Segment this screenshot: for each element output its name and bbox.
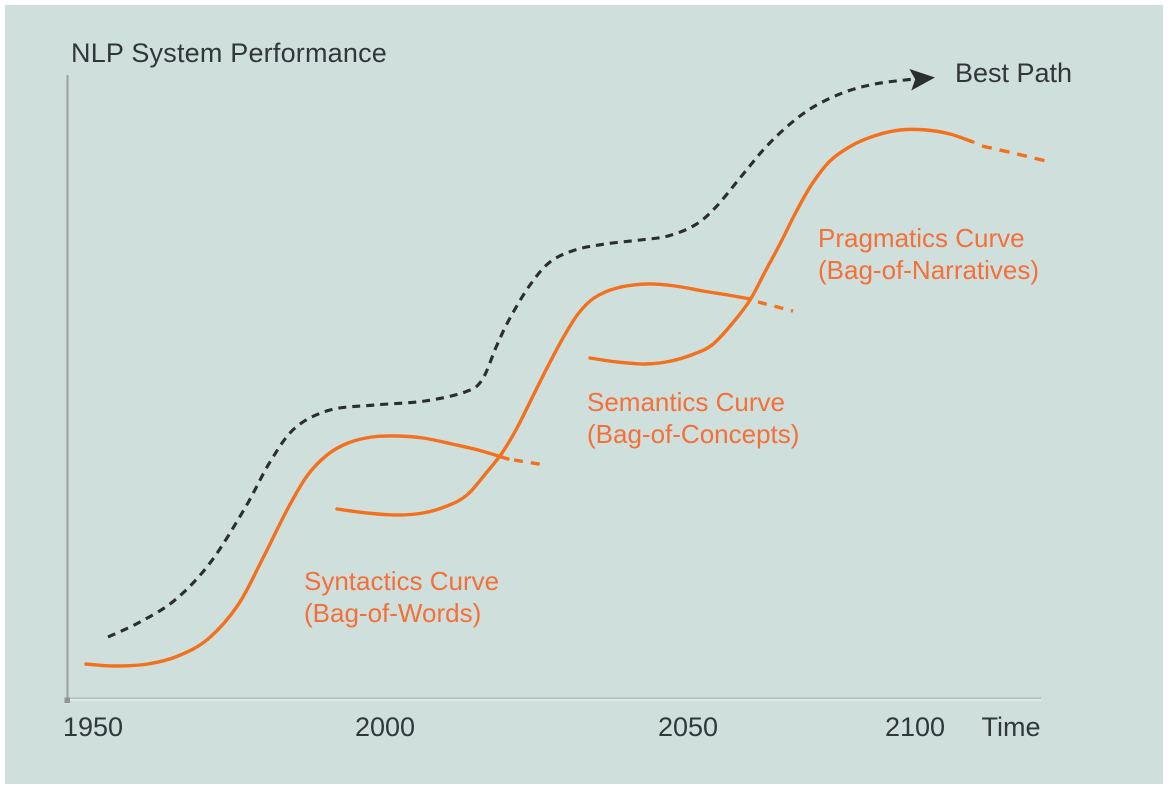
semantics-label-line2: (Bag-of-Concepts) [587,419,800,449]
syntactics-curve-label: Syntactics Curve (Bag-of-Words) [304,565,499,629]
axes [64,75,1041,703]
axis-origin-corner [64,697,70,703]
x-tick-1950: 1950 [62,712,124,742]
x-tick-2050: 2050 [657,712,719,742]
x-axis-line [66,698,1041,701]
semantics-curve-dashed-tail [757,300,794,313]
x-axis-label-time: Time [981,712,1041,742]
semantics-curve [335,282,752,517]
x-tick-2100: 2100 [884,712,946,742]
semantics-label-line1: Semantics Curve [587,387,785,417]
semantics-curve-label: Semantics Curve (Bag-of-Concepts) [587,386,799,450]
syntactics-curve-dashed-tail [513,458,546,467]
curve-series [84,68,1047,668]
chart-title: NLP System Performance [71,38,388,68]
syntactics-label-line2: (Bag-of-Words) [304,598,482,628]
pragmatics-curve [588,127,975,366]
plot-background [5,5,1163,784]
pragmatics-label-line2: (Bag-of-Narratives) [818,255,1040,285]
syntactics-curve [84,434,510,668]
best-path-curve [107,68,935,639]
best-path-label: Best Path [955,58,1073,88]
syntactics-label-line1: Syntactics Curve [304,566,500,596]
pragmatics-label-line1: Pragmatics Curve [818,223,1025,253]
pragmatics-curve-dashed-tail [981,144,1047,163]
x-tick-2000: 2000 [354,712,416,742]
pragmatics-curve-label: Pragmatics Curve (Bag-of-Narratives) [818,222,1039,286]
